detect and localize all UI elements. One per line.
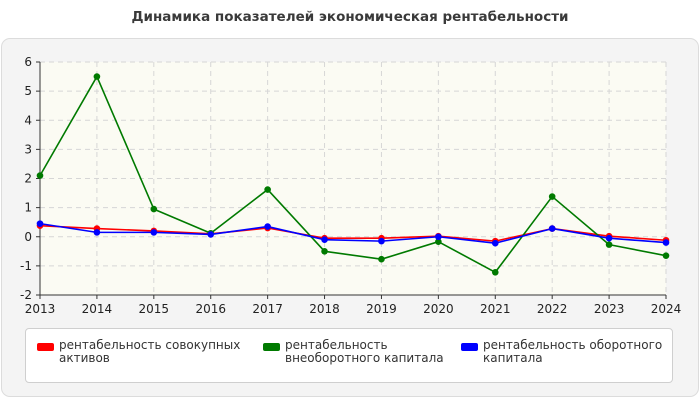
data-point-working-capital: [150, 229, 158, 236]
legend-swatch-noncurrent-capital: [263, 343, 280, 351]
data-point-noncurrent-capital: [548, 193, 556, 200]
data-point-working-capital: [662, 239, 670, 246]
y-tick-label: -1: [20, 259, 32, 273]
x-tick-label: 2023: [594, 302, 625, 316]
data-point-noncurrent-capital: [491, 268, 499, 276]
x-tick-label: 2014: [82, 302, 113, 316]
x-tick-label: 2021: [480, 302, 511, 316]
chart-title: Динамика показателей экономическая рента…: [131, 9, 569, 25]
x-tick-label: 2017: [252, 302, 283, 316]
y-tick-label: 0: [24, 230, 32, 244]
y-tick-label: -2: [20, 288, 32, 302]
series-line-working-capital: [39, 222, 667, 244]
legend-swatch-working-capital: [461, 343, 478, 351]
y-tick-label: 4: [24, 113, 32, 127]
data-point-noncurrent-capital: [435, 238, 442, 246]
y-tick-label: 3: [24, 142, 32, 156]
data-point-noncurrent-capital: [93, 73, 101, 80]
y-tick-label: 1: [24, 201, 32, 215]
data-point-noncurrent-capital: [321, 248, 328, 255]
legend: рентабельность совокупных активов рентаб…: [25, 328, 673, 383]
data-point-working-capital: [93, 229, 101, 236]
y-tick-label: 2: [24, 172, 32, 186]
data-point-working-capital: [435, 233, 442, 241]
data-point-working-capital: [207, 231, 215, 238]
x-tick-label: 2013: [25, 302, 56, 316]
tick-labels: -2 -1 0 1 2 3 4 5 6 2013 2014 2015 2016 2017 2018 2019 2…: [20, 55, 681, 316]
data-point-noncurrent-capital: [605, 241, 613, 248]
x-tick-label: 2020: [423, 302, 454, 316]
y-tick-label: 6: [24, 55, 32, 69]
data-point-noncurrent-capital: [36, 172, 44, 179]
x-tick-label: 2015: [139, 302, 170, 316]
y-tick-label: 5: [24, 84, 32, 98]
data-point-working-capital: [491, 239, 499, 247]
x-tick-label: 2022: [537, 302, 568, 316]
x-tick-label: 2016: [195, 302, 226, 316]
legend-label-working-capital: рентабельность оборотного капитала: [483, 338, 663, 365]
x-tick-label: 2019: [366, 302, 397, 316]
legend-label-noncurrent-capital: рентабельность внеоборотного капитала: [285, 338, 444, 365]
legend-swatch-total-assets: [37, 343, 54, 351]
legend-label-total-assets: рентабельность совокупных активов: [59, 338, 241, 365]
data-point-noncurrent-capital: [150, 205, 158, 213]
data-point-working-capital: [36, 220, 44, 227]
data-point-noncurrent-capital: [662, 252, 670, 259]
series-line-noncurrent-capital: [39, 75, 667, 274]
data-point-working-capital: [548, 225, 556, 232]
plot-area: [40, 62, 666, 295]
data-point-working-capital: [378, 237, 385, 245]
x-tick-label: 2018: [309, 302, 340, 316]
data-point-noncurrent-capital: [264, 186, 271, 193]
series-lines: [36, 73, 670, 276]
data-point-working-capital: [264, 223, 271, 230]
x-tick-label: 2024: [651, 302, 682, 316]
data-point-working-capital: [321, 236, 328, 243]
data-point-working-capital: [605, 234, 613, 242]
data-point-noncurrent-capital: [378, 255, 385, 263]
